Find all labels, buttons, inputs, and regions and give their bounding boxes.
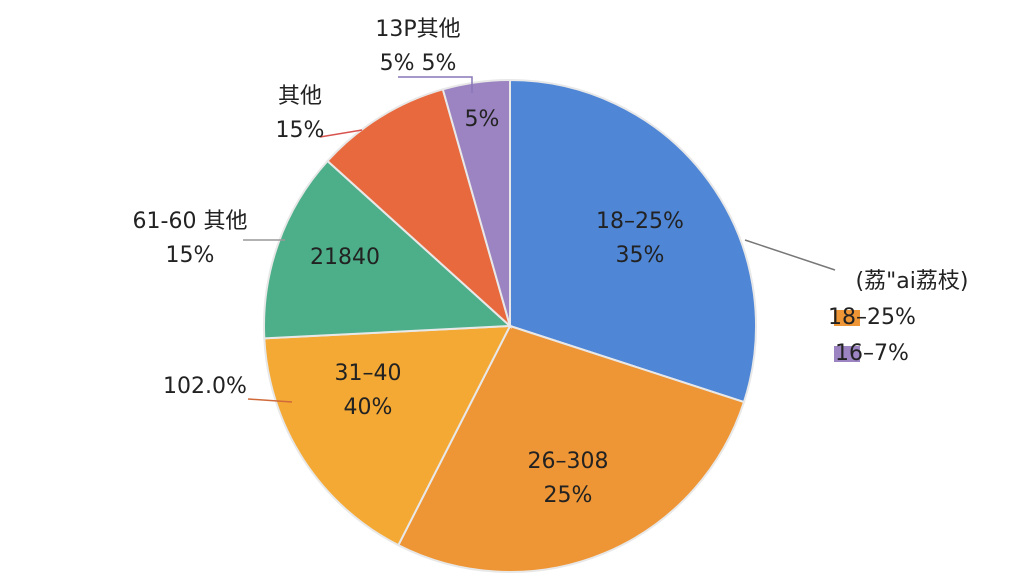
pie-slice — [396, 324, 746, 574]
slice-label: 21840 — [310, 245, 380, 270]
pie-slice — [326, 88, 512, 330]
slice-label: 13P其他 — [375, 17, 460, 42]
leader-line — [398, 76, 473, 93]
slice-label: 35% — [616, 243, 665, 268]
legend-label: 16–7% — [835, 341, 909, 366]
slice-label: 102.0% — [163, 374, 247, 399]
pie-slice — [509, 78, 757, 404]
leader-line — [744, 239, 836, 271]
slice-label: 61-60 其他 — [133, 209, 248, 234]
slice-label: 40% — [344, 395, 393, 420]
slice-label: 15% — [166, 243, 215, 268]
legend-swatch — [834, 346, 860, 362]
slice-label: 31–40 — [335, 361, 402, 386]
slice-label: 25% — [544, 483, 593, 508]
legend-label: 18–25% — [828, 305, 916, 330]
leader-line — [247, 398, 293, 403]
slice-label: 15% — [276, 118, 325, 143]
pie-slice — [263, 159, 513, 340]
leader-line — [319, 129, 363, 138]
slice-label: 5% — [465, 107, 500, 132]
legend-swatch — [834, 310, 860, 326]
slice-label: 5% 5% — [380, 51, 457, 76]
pie-slice — [441, 78, 511, 327]
slice-label: 18–25% — [596, 209, 684, 234]
legend-title: (荔"ai荔枝) — [856, 269, 969, 294]
slice-label: 26–308 — [528, 449, 609, 474]
slice-label: 其他 — [278, 84, 322, 109]
pie-slice — [263, 324, 512, 547]
